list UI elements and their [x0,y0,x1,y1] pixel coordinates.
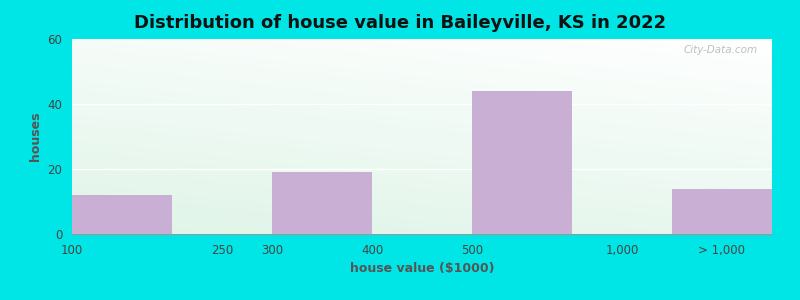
Bar [672,188,772,234]
Bar [472,91,572,234]
X-axis label: house value ($1000): house value ($1000) [350,262,494,275]
Bar [272,172,372,234]
Bar [72,195,172,234]
Text: City-Data.com: City-Data.com [684,45,758,55]
Text: Distribution of house value in Baileyville, KS in 2022: Distribution of house value in Baileyvil… [134,14,666,32]
Y-axis label: houses: houses [29,112,42,161]
